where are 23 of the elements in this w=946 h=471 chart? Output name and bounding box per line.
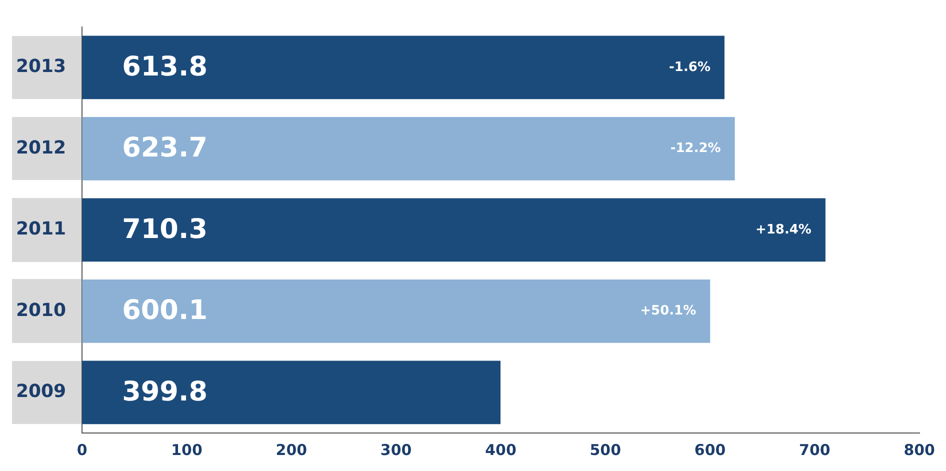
y-tick-label: 2009 [16, 381, 66, 402]
y-tick-label: 2012 [16, 137, 66, 158]
y-tick-label: 2011 [16, 218, 66, 240]
data-label: 600.1 [122, 295, 208, 326]
annotation: -12.2% [670, 141, 721, 156]
data-label: 623.7 [122, 132, 208, 164]
annotation: -1.6% [669, 60, 710, 75]
x-tick-label: 0 [76, 440, 88, 459]
data-label: 399.8 [122, 376, 208, 408]
x-tick-label: 200 [276, 440, 308, 459]
x-tick-label: 400 [485, 440, 516, 459]
y-tick-label: 2010 [16, 300, 66, 321]
data-label: 613.8 [122, 51, 208, 82]
x-tick-label: 600 [694, 440, 726, 459]
annotation: +18.4% [755, 222, 812, 238]
x-tick-label: 800 [904, 440, 935, 459]
x-tick-label: 500 [590, 440, 622, 459]
x-tick-label: 700 [799, 440, 830, 459]
annotation: +50.1% [640, 304, 696, 319]
data-label: 710.3 [122, 214, 208, 245]
x-tick-label: 300 [380, 440, 412, 459]
y-tick-label: 2013 [16, 56, 66, 78]
x-tick-label: 100 [171, 440, 202, 459]
